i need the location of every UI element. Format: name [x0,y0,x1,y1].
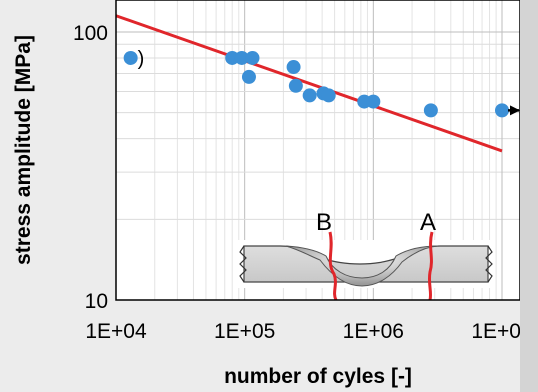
data-point [495,103,509,118]
data-point [123,50,138,65]
data-point [423,103,438,118]
y-tick-label: 10 [85,290,108,313]
plot-frame [115,0,520,301]
x-tick-label: 1E+04 [85,320,147,343]
data-point [286,60,301,75]
x-tick-labels: 1E+04 1E+05 1E+06 1E+07 [85,320,520,343]
parenthesized-point-label: ) [138,48,145,70]
weld-specimen-inset: B A [238,209,494,301]
right-edge-strip [520,0,538,392]
data-point [302,88,317,103]
inset-label-b: B [316,209,332,236]
data-point [321,88,336,103]
data-point [288,78,303,93]
data-point [366,94,381,109]
y-tick-labels: 100 10 [73,22,108,313]
y-axis-title: stress amplitude [MPa] [12,35,35,265]
break-mark-right [485,245,493,283]
crack-line-a [427,231,434,301]
data-point [234,50,249,65]
fit-line [115,14,503,153]
data-point [225,50,240,65]
fit-line-group [115,14,503,153]
sn-chart: B A ) 1E+04 1E+05 1E+06 1E+07 100 10 number … [12,0,520,388]
inset-label-a: A [420,209,436,236]
x-axis-title: number of cyles [-] [224,365,412,388]
data-points [123,50,509,118]
data-point [245,50,260,65]
weld-seam [285,245,439,287]
y-tick-label: 100 [73,22,108,45]
x-tick-label: 1E+05 [214,320,275,343]
x-tick-label: 1E+07 [471,320,520,343]
break-mark-left [239,245,247,283]
data-point [241,69,256,84]
crack-line-b [328,231,338,301]
x-tick-label: 1E+06 [343,320,404,343]
